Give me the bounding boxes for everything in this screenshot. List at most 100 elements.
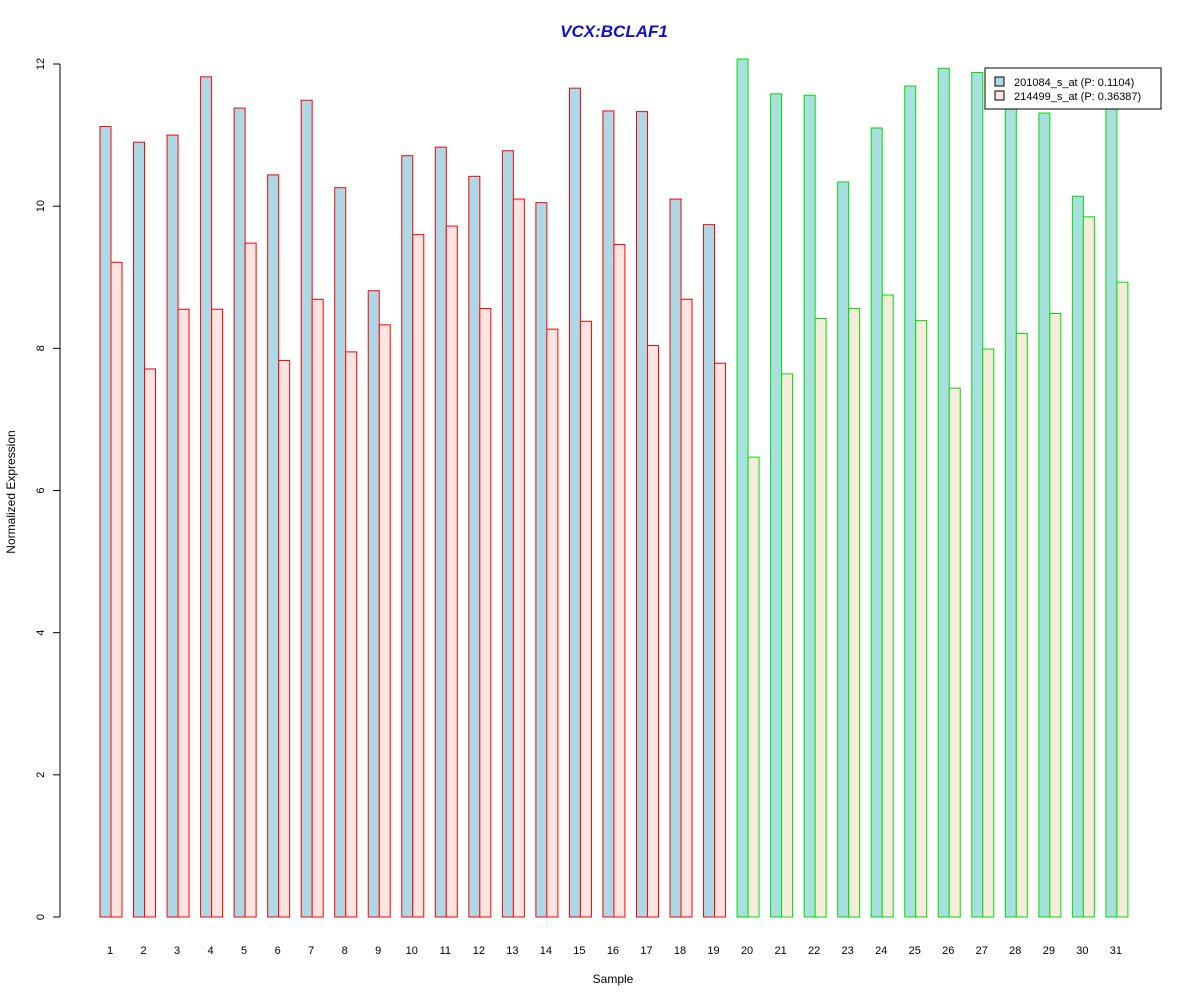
- x-tick-label: 8: [342, 945, 348, 957]
- bar-series-2-sample-18: [680, 298, 693, 918]
- bar-series-2-sample-25: [915, 320, 928, 918]
- x-tick-label: 30: [1076, 945, 1088, 957]
- bar-series-1-sample-1: [99, 126, 112, 918]
- x-tick-label: 29: [1043, 945, 1055, 957]
- legend: 201084_s_at (P: 0.1104) 214499_s_at (P: …: [984, 67, 1162, 110]
- bar-series-2-sample-10: [412, 234, 425, 918]
- y-tick-label: 4: [35, 630, 47, 636]
- x-tick-label: 1: [107, 945, 113, 957]
- bar-series-1-sample-12: [468, 175, 481, 918]
- chart-title: VCX:BCLAF1: [560, 22, 668, 41]
- bar-series-2-sample-2: [144, 368, 157, 918]
- x-tick-label: 27: [976, 945, 988, 957]
- y-tick-label: 0: [35, 914, 47, 920]
- x-tick-label: 22: [808, 945, 820, 957]
- x-tick-label: 20: [741, 945, 753, 957]
- bar-series-2-sample-21: [781, 373, 794, 918]
- bar-series-1-sample-23: [837, 181, 850, 918]
- x-tick-labels: 1 2 3 4 5 6 7 8 9 10 11 12 13 14 15 16 17 18 19 20 21 22 23 24 2…: [107, 945, 1122, 957]
- x-tick-label: 3: [174, 945, 180, 957]
- x-tick-label: 10: [406, 945, 418, 957]
- x-tick-label: 2: [140, 945, 146, 957]
- x-tick-label: 13: [506, 945, 518, 957]
- bar-series-2-sample-24: [881, 294, 894, 918]
- y-axis: 0 2 4 6 8 10 12: [35, 58, 61, 920]
- x-tick-label: 26: [942, 945, 954, 957]
- x-tick-label: 21: [774, 945, 786, 957]
- x-tick-label: 16: [607, 945, 619, 957]
- bar-series-1-sample-16: [602, 110, 615, 918]
- bar-series-1-sample-18: [669, 198, 682, 918]
- bar-series-1-sample-3: [166, 134, 179, 918]
- bar-series-2-sample-15: [579, 320, 592, 918]
- bar-series-1-sample-24: [870, 127, 883, 918]
- bar-series-1-sample-25: [904, 85, 917, 918]
- bar-series-1-sample-22: [803, 94, 816, 918]
- bar-series-1-sample-7: [300, 99, 313, 918]
- y-tick-label: 8: [35, 345, 47, 351]
- x-tick-label: 11: [440, 945, 451, 957]
- legend-key-series-2: [994, 90, 1005, 101]
- x-tick-label: 12: [473, 945, 485, 957]
- bar-series-1-sample-15: [568, 87, 581, 918]
- bar-series-2-sample-16: [613, 244, 626, 918]
- legend-label-series-1: 201084_s_at (P: 0.1104): [1014, 77, 1134, 89]
- bar-series-2-sample-26: [948, 387, 961, 918]
- x-tick-label: 18: [674, 945, 686, 957]
- bar-series-1-sample-26: [937, 67, 950, 918]
- legend-label-series-2: 214499_s_at (P: 0.36387): [1014, 91, 1141, 103]
- x-tick-label: 24: [875, 945, 887, 957]
- bar-series-1-sample-19: [703, 224, 716, 918]
- bars-group: [99, 58, 1129, 918]
- bar-series-1-sample-27: [971, 72, 984, 918]
- bar-series-2-sample-9: [378, 324, 391, 918]
- bar-series-2-sample-8: [345, 351, 358, 918]
- bar-series-2-sample-11: [445, 225, 458, 918]
- bar-series-2-sample-29: [1049, 313, 1062, 918]
- y-tick-label: 12: [35, 58, 47, 70]
- x-tick-label: 23: [842, 945, 854, 957]
- x-tick-label: 6: [275, 945, 281, 957]
- x-tick-label: 9: [375, 945, 381, 957]
- bar-series-2-sample-28: [1015, 332, 1028, 918]
- bar-series-1-sample-6: [267, 174, 280, 918]
- bar-series-1-sample-10: [401, 155, 414, 918]
- bar-series-1-sample-17: [635, 111, 648, 918]
- x-axis-label: Sample: [593, 972, 634, 986]
- x-tick-label: 19: [707, 945, 719, 957]
- bar-series-2-sample-19: [714, 362, 727, 918]
- bar-series-2-sample-20: [747, 456, 760, 918]
- legend-box: [984, 67, 1162, 110]
- x-tick-label: 7: [308, 945, 314, 957]
- bar-series-2-sample-14: [546, 328, 559, 918]
- bar-series-2-sample-12: [479, 308, 492, 918]
- bar-series-2-sample-4: [211, 308, 224, 918]
- bar-series-2-sample-5: [244, 242, 257, 918]
- y-tick-label: 10: [35, 200, 47, 212]
- x-tick-label: 15: [573, 945, 585, 957]
- y-axis-label: Normalized Expression: [4, 430, 18, 553]
- y-tick-label: 2: [35, 772, 47, 778]
- x-tick-label: 31: [1110, 945, 1122, 957]
- x-tick-label: 17: [640, 945, 652, 957]
- bar-series-1-sample-8: [334, 187, 347, 918]
- x-tick-label: 25: [909, 945, 921, 957]
- bar-series-2-sample-23: [848, 308, 861, 918]
- bar-series-1-sample-29: [1038, 112, 1051, 918]
- bar-series-2-sample-30: [1082, 216, 1095, 918]
- bar-series-1-sample-30: [1071, 195, 1084, 918]
- bar-series-1-sample-21: [770, 93, 783, 918]
- bar-series-1-sample-28: [1004, 102, 1017, 918]
- bar-series-2-sample-27: [982, 348, 995, 918]
- bar-series-1-sample-11: [434, 146, 447, 918]
- x-tick-label: 14: [540, 945, 552, 957]
- bar-series-1-sample-9: [367, 290, 380, 918]
- bar-series-1-sample-31: [1105, 102, 1118, 918]
- bar-series-2-sample-3: [177, 308, 190, 918]
- bar-series-2-sample-6: [278, 359, 291, 918]
- bar-series-1-sample-4: [200, 76, 213, 918]
- bar-series-2-sample-17: [646, 344, 659, 918]
- bar-series-2-sample-31: [1116, 281, 1129, 918]
